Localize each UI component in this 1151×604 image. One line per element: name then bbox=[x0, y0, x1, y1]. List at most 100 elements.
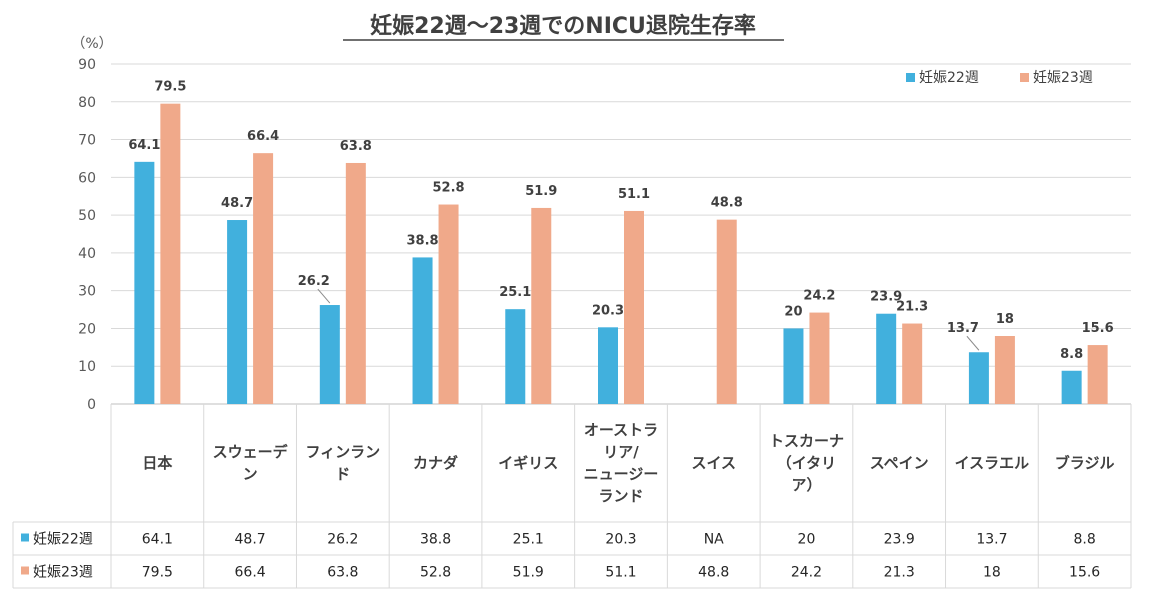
table-cell: 20.3 bbox=[605, 532, 636, 548]
bar-week22 bbox=[505, 309, 526, 404]
label-leader-line bbox=[317, 288, 331, 304]
category-label: イスラエル bbox=[955, 454, 1030, 472]
table-cell: 51.9 bbox=[513, 565, 544, 581]
table-row-header: 妊娠22週 bbox=[33, 532, 93, 548]
data-label: 38.8 bbox=[407, 233, 439, 248]
bar-week23 bbox=[531, 207, 552, 404]
y-tick-label: 70 bbox=[78, 133, 96, 149]
legend-swatch bbox=[1020, 73, 1029, 82]
data-label: 48.8 bbox=[711, 196, 743, 211]
table-cell: 64.1 bbox=[142, 532, 173, 548]
y-tick-label: 10 bbox=[78, 359, 96, 375]
table-cell: 48.7 bbox=[235, 532, 266, 548]
category-label: リア/ bbox=[603, 443, 639, 461]
bar-week23 bbox=[624, 210, 644, 404]
category-label: ア） bbox=[791, 476, 821, 494]
table-series-swatch bbox=[21, 566, 29, 575]
y-tick-label: 30 bbox=[78, 284, 96, 300]
y-tick-label: 60 bbox=[78, 170, 96, 186]
category-label: オーストラ bbox=[584, 421, 658, 439]
chart-title: 妊娠22週～23週でのNICU退院生存率 bbox=[370, 13, 756, 39]
data-label: 63.8 bbox=[340, 139, 372, 154]
table-cell: 21.3 bbox=[884, 565, 915, 581]
table-cell: 8.8 bbox=[1074, 532, 1096, 548]
data-label: 24.2 bbox=[803, 289, 835, 304]
data-label: 48.7 bbox=[221, 196, 253, 211]
bar-week23 bbox=[345, 162, 366, 404]
table-cell: 23.9 bbox=[884, 532, 915, 548]
table-cell: 48.8 bbox=[698, 565, 729, 581]
y-tick-label: 90 bbox=[78, 57, 96, 73]
bar-week23 bbox=[160, 103, 181, 405]
table-cell: 26.2 bbox=[327, 532, 358, 548]
data-label: 8.8 bbox=[1060, 347, 1083, 362]
data-label: 25.1 bbox=[499, 285, 531, 300]
table-series-swatch bbox=[21, 533, 29, 542]
legend: 妊娠22週 妊娠23週 bbox=[906, 70, 1093, 86]
table-cell: 24.2 bbox=[791, 565, 822, 581]
bar-week23 bbox=[438, 204, 459, 404]
category-label: スウェーデ bbox=[213, 443, 289, 461]
bar-week22 bbox=[1061, 370, 1082, 404]
category-label: スイス bbox=[691, 454, 736, 472]
category-label: ランド bbox=[598, 487, 643, 505]
y-tick-label: 50 bbox=[78, 208, 96, 224]
category-label: イギリス bbox=[498, 454, 558, 472]
bar-week23 bbox=[253, 153, 274, 404]
y-tick-label: 20 bbox=[78, 321, 96, 337]
bar-week23 bbox=[1087, 345, 1108, 404]
data-label: 51.1 bbox=[618, 187, 650, 202]
bar-week22 bbox=[876, 313, 897, 404]
data-label: 15.6 bbox=[1082, 321, 1114, 336]
bar-week23 bbox=[716, 219, 737, 404]
category-label: トスカーナ bbox=[769, 432, 844, 450]
y-tick-label: 40 bbox=[78, 246, 96, 262]
table-cell: 63.8 bbox=[327, 565, 358, 581]
table-cell: 38.8 bbox=[420, 532, 451, 548]
table-cell: NA bbox=[704, 532, 724, 548]
data-label: 51.9 bbox=[525, 184, 557, 199]
category-label: フィンラン bbox=[305, 443, 380, 461]
table-row-header: 妊娠23週 bbox=[33, 565, 93, 581]
category-label: ド bbox=[335, 465, 350, 483]
legend-swatch bbox=[906, 73, 915, 82]
data-label: 18 bbox=[996, 312, 1014, 327]
category-label: カナダ bbox=[413, 454, 458, 472]
y-axis-unit: （%） bbox=[71, 36, 112, 52]
table-cell: 52.8 bbox=[420, 565, 451, 581]
category-label: スペイン bbox=[870, 454, 929, 472]
table-cell: 20 bbox=[798, 532, 816, 548]
category-label: （イタリ bbox=[777, 454, 836, 472]
data-label: 21.3 bbox=[896, 300, 928, 315]
y-tick-label: 0 bbox=[87, 397, 96, 413]
label-leader-line bbox=[966, 335, 980, 351]
bar-week22 bbox=[783, 328, 804, 404]
legend-label: 妊娠23週 bbox=[1033, 70, 1093, 86]
bar-week23 bbox=[809, 312, 830, 404]
table-cell: 18 bbox=[983, 565, 1001, 581]
bar-week23 bbox=[994, 336, 1015, 404]
data-labels: 64.1 79.5 48.7 66.4 26.2 63.8 38.8 52.8 25.1 51.9… bbox=[128, 80, 1113, 362]
table-cell: 15.6 bbox=[1069, 565, 1100, 581]
bar-week22 bbox=[319, 305, 340, 404]
data-label: 52.8 bbox=[433, 181, 465, 196]
table-cell: 79.5 bbox=[142, 565, 173, 581]
bar-week22 bbox=[598, 327, 618, 404]
category-label: 日本 bbox=[142, 454, 172, 472]
category-label: ニュージー bbox=[584, 465, 659, 483]
category-label: ン bbox=[243, 465, 258, 483]
data-label: 66.4 bbox=[247, 129, 279, 144]
gridlines: 0 10 20 30 40 50 60 70 80 90 bbox=[78, 57, 1131, 413]
legend-label: 妊娠22週 bbox=[919, 70, 979, 86]
data-label: 79.5 bbox=[154, 80, 186, 95]
data-label: 64.1 bbox=[128, 138, 160, 153]
data-label: 20.3 bbox=[592, 303, 624, 318]
bar-week22 bbox=[968, 352, 989, 404]
category-label: ブラジル bbox=[1055, 454, 1115, 472]
table-cell: 13.7 bbox=[976, 532, 1007, 548]
bar-week22 bbox=[412, 257, 433, 404]
table-cell: 66.4 bbox=[235, 565, 266, 581]
bar-week22 bbox=[227, 220, 248, 404]
